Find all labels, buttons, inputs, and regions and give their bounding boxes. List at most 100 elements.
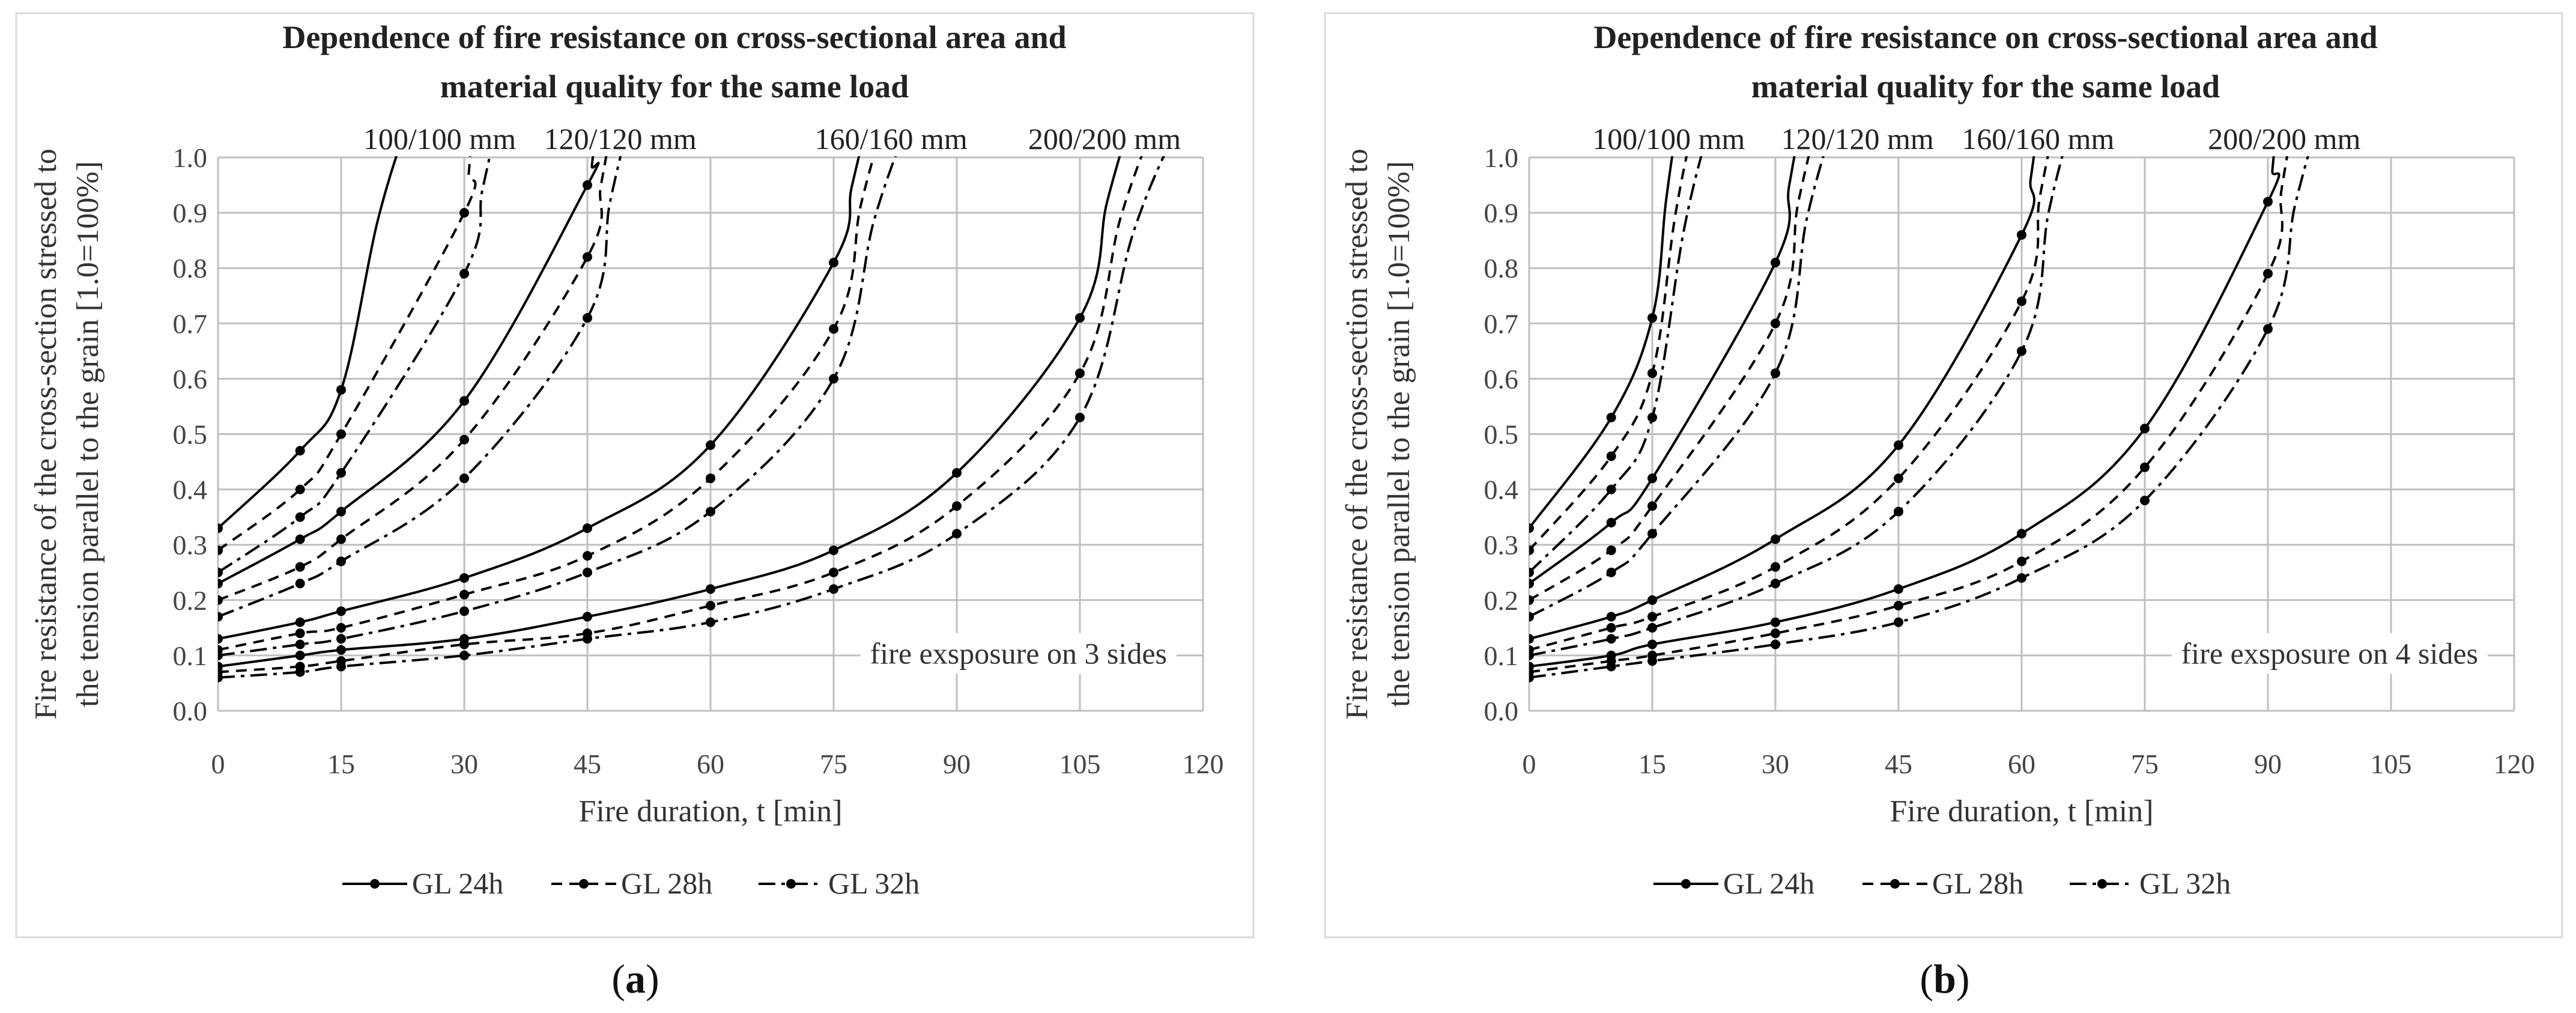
- data-point: [706, 584, 715, 594]
- section-size-label: 200/200 mm: [1028, 122, 1181, 156]
- series-group-100-100---: [1529, 156, 1703, 577]
- data-point: [1771, 318, 1780, 329]
- data-point: [1647, 313, 1657, 323]
- legend-marker: [2097, 879, 2107, 889]
- data-point: [706, 617, 715, 627]
- curve-gl-24h: [218, 156, 398, 529]
- data-point: [1894, 506, 1903, 517]
- chart-title-line: Dependence of fire resistance on cross-s…: [282, 19, 1066, 55]
- y-tick-label: 1.0: [173, 142, 208, 173]
- data-point: [459, 650, 469, 660]
- curve-gl-32h: [1529, 156, 2309, 679]
- data-point: [583, 567, 592, 577]
- curve-gl-28h: [218, 156, 477, 552]
- exposure-annotation: fire exsposure on 4 sides: [2181, 637, 2478, 671]
- data-point: [2263, 196, 2273, 207]
- data-point: [1894, 473, 1903, 484]
- x-tick-label: 45: [574, 749, 601, 779]
- data-point: [952, 467, 962, 478]
- y-axis-title-line: the tension parallel to the grain [1.0=1…: [71, 161, 105, 707]
- annotation-background: [2171, 633, 2488, 674]
- y-tick-label: 0.9: [1484, 198, 1519, 228]
- y-tick-label: 0.8: [173, 253, 208, 284]
- data-point: [2140, 462, 2150, 472]
- data-point: [459, 573, 469, 583]
- data-point: [295, 512, 305, 522]
- data-point: [1647, 656, 1657, 666]
- y-tick-label: 0.4: [173, 475, 208, 505]
- legend-label: GL 28h: [621, 866, 712, 900]
- data-point: [1529, 545, 1534, 555]
- x-tick-label: 105: [1059, 749, 1101, 779]
- data-point: [2017, 529, 2026, 539]
- data-point: [583, 252, 592, 262]
- data-point: [952, 501, 962, 511]
- data-point: [1647, 595, 1657, 605]
- legend-marker: [1890, 879, 1900, 889]
- data-point: [1075, 368, 1085, 379]
- section-size-label: 120/120 mm: [1781, 122, 1934, 156]
- legend-label: GL 24h: [412, 866, 503, 900]
- series-group-160-160---: [218, 156, 897, 660]
- section-size-label: 160/160 mm: [1962, 122, 2114, 156]
- data-point: [459, 396, 469, 406]
- curve-gl-32h: [1529, 156, 1825, 618]
- section-size-label: 100/100 mm: [363, 122, 516, 156]
- data-point: [295, 667, 305, 677]
- data-point: [336, 556, 346, 567]
- curve-gl-28h: [218, 156, 875, 651]
- data-point: [583, 523, 592, 534]
- chart-title-line: material quality for the same load: [440, 68, 909, 105]
- curve-gl-32h: [1529, 156, 1703, 574]
- data-point: [1529, 595, 1534, 605]
- y-tick-label: 0.6: [173, 364, 208, 394]
- data-point: [218, 672, 223, 683]
- data-point: [1529, 523, 1534, 534]
- legend-label: GL 28h: [1932, 866, 2023, 900]
- data-point: [2140, 496, 2150, 506]
- data-point: [1529, 672, 1534, 683]
- data-point: [295, 617, 305, 627]
- curve-gl-28h: [1529, 156, 2049, 651]
- x-tick-label: 75: [2131, 749, 2159, 779]
- chart-panel-a: Dependence of fire resistance on cross-s…: [15, 12, 1255, 938]
- chart-title-line: Dependence of fire resistance on cross-s…: [1593, 19, 2377, 55]
- data-point: [2263, 324, 2273, 334]
- panel-label-open: (: [1920, 956, 1933, 1002]
- curve-gl-24h: [1529, 156, 1796, 585]
- x-tick-label: 0: [1523, 749, 1536, 779]
- legend-label: GL 24h: [1723, 866, 1814, 900]
- x-tick-label: 15: [1638, 749, 1666, 779]
- data-point: [459, 473, 469, 484]
- y-tick-label: 0.3: [173, 530, 208, 561]
- data-point: [2017, 296, 2026, 306]
- data-point: [1771, 534, 1780, 544]
- data-point: [1647, 501, 1657, 511]
- y-tick-label: 0.6: [1484, 364, 1519, 394]
- data-point: [218, 650, 223, 660]
- data-point: [1771, 617, 1780, 627]
- legend-label: GL 32h: [828, 866, 920, 900]
- y-tick-label: 0.1: [1484, 640, 1519, 671]
- x-axis-title: Fire duration, t [min]: [578, 794, 842, 829]
- x-axis-title: Fire duration, t [min]: [1890, 794, 2153, 829]
- data-point: [1606, 412, 1616, 422]
- data-point: [459, 639, 469, 649]
- data-point: [583, 551, 592, 561]
- x-tick-label: 90: [943, 749, 971, 779]
- x-tick-label: 75: [820, 749, 847, 779]
- data-point: [1771, 579, 1780, 589]
- panel-label-letter: b: [1933, 956, 1956, 1002]
- section-size-label: 160/160 mm: [815, 122, 968, 156]
- legend-label: GL 32h: [2139, 866, 2231, 900]
- data-point: [218, 545, 223, 555]
- legend-marker: [786, 879, 796, 889]
- data-point: [295, 534, 305, 544]
- data-point: [1647, 639, 1657, 649]
- chart-title-line: material quality for the same load: [1751, 68, 2220, 105]
- data-point: [218, 634, 223, 644]
- data-point: [1529, 579, 1534, 589]
- y-axis-title-line: the tension parallel to the grain [1.0=1…: [1382, 161, 1416, 707]
- data-point: [829, 257, 838, 267]
- data-point: [1647, 622, 1657, 633]
